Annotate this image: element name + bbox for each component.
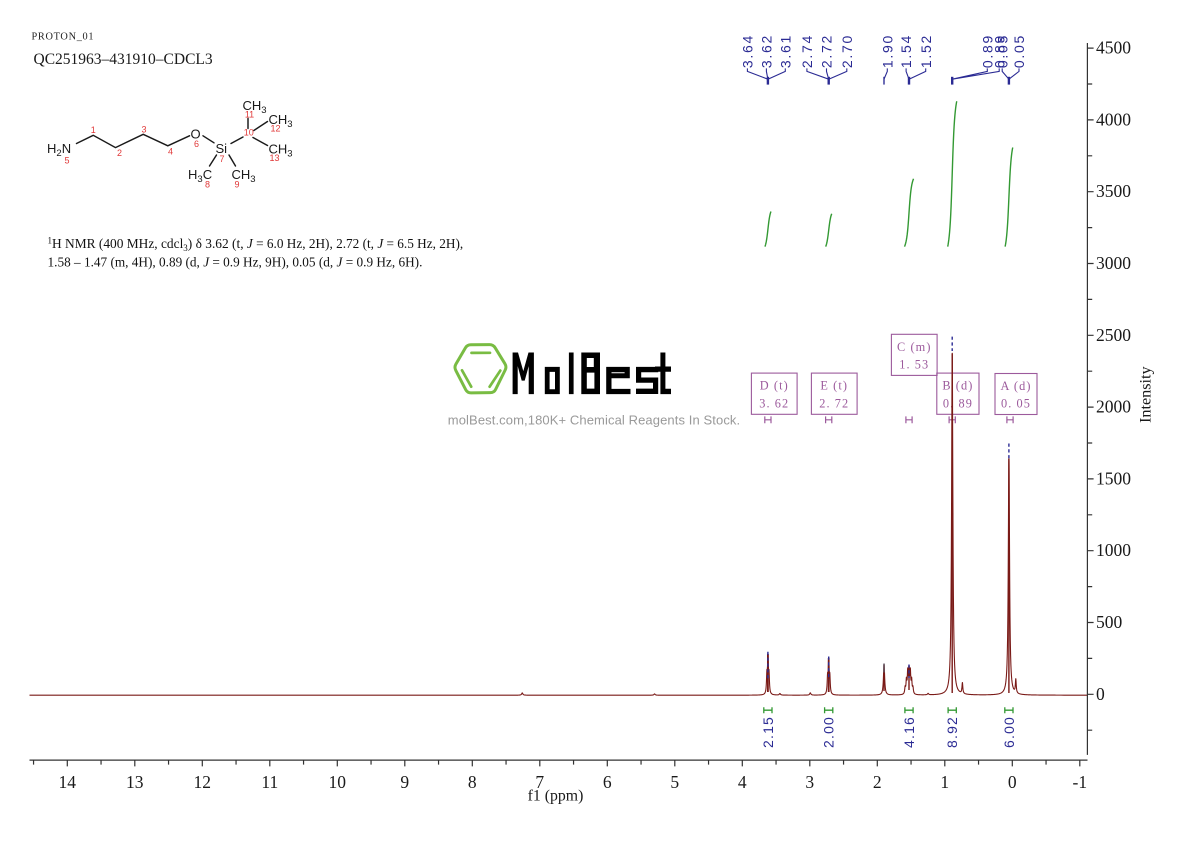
svg-text:molBest.com,180K+ Chemical Rea: molBest.com,180K+ Chemical Reagents In S… <box>448 413 740 428</box>
svg-text:1.52: 1.52 <box>918 34 934 68</box>
svg-text:CH3: CH3 <box>232 167 256 185</box>
svg-text:12: 12 <box>194 772 212 792</box>
svg-text:C (m): C (m) <box>897 340 932 354</box>
svg-text:9: 9 <box>400 772 409 792</box>
svg-text:7: 7 <box>219 154 224 164</box>
svg-text:A (d): A (d) <box>1000 379 1031 393</box>
svg-text:0.89: 0.89 <box>991 34 1007 68</box>
svg-text:2.74: 2.74 <box>799 34 815 68</box>
svg-text:O: O <box>191 127 201 142</box>
svg-text:3.62: 3.62 <box>759 34 775 68</box>
svg-text:CH3: CH3 <box>269 142 293 160</box>
svg-text:1.54: 1.54 <box>898 34 914 68</box>
svg-text:2.15: 2.15 <box>760 716 776 748</box>
svg-text:6: 6 <box>603 772 612 792</box>
svg-text:H3C: H3C <box>188 167 212 185</box>
svg-text:B (d): B (d) <box>942 379 973 393</box>
svg-text:9: 9 <box>234 180 239 190</box>
svg-text:CH3: CH3 <box>269 112 293 130</box>
svg-text:1. 53: 1. 53 <box>899 358 929 372</box>
svg-text:0.89: 0.89 <box>979 34 995 68</box>
svg-text:6.00: 6.00 <box>1001 716 1017 748</box>
svg-text:500: 500 <box>1096 612 1123 632</box>
svg-text:2.72: 2.72 <box>819 34 835 68</box>
svg-text:12: 12 <box>270 124 280 134</box>
svg-text:CH3: CH3 <box>243 98 267 116</box>
svg-text:Si: Si <box>216 141 228 156</box>
svg-text:PROTON_01: PROTON_01 <box>32 31 95 42</box>
svg-text:2.70: 2.70 <box>839 34 855 68</box>
svg-text:D (t): D (t) <box>760 379 789 393</box>
svg-text:3000: 3000 <box>1096 253 1131 273</box>
svg-text:0.05: 0.05 <box>994 34 1010 68</box>
svg-text:4: 4 <box>168 147 173 157</box>
svg-text:4000: 4000 <box>1096 109 1131 129</box>
svg-text:7: 7 <box>535 772 544 792</box>
svg-text:13: 13 <box>269 153 279 163</box>
svg-text:4.16: 4.16 <box>901 716 917 748</box>
svg-text:0: 0 <box>1096 684 1105 704</box>
svg-text:QC251963–431910–CDCL3: QC251963–431910–CDCL3 <box>34 51 213 68</box>
svg-text:14: 14 <box>59 772 77 792</box>
svg-text:10: 10 <box>329 772 347 792</box>
svg-text:1: 1 <box>940 772 949 792</box>
svg-text:0.05: 0.05 <box>1011 34 1027 68</box>
svg-text:3: 3 <box>805 772 814 792</box>
svg-text:E (t): E (t) <box>820 379 848 393</box>
svg-text:1000: 1000 <box>1096 540 1131 560</box>
svg-text:2.00: 2.00 <box>821 716 837 748</box>
svg-text:10: 10 <box>244 128 254 138</box>
svg-text:1.58 – 1.47 (m, 4H), 0.89 (d,: 1.58 – 1.47 (m, 4H), 0.89 (d, J = 0.9 Hz… <box>48 255 423 270</box>
svg-text:0: 0 <box>1008 772 1017 792</box>
svg-text:f1 (ppm): f1 (ppm) <box>528 788 584 805</box>
svg-text:2500: 2500 <box>1096 325 1131 345</box>
svg-text:6: 6 <box>194 139 199 149</box>
svg-text:8: 8 <box>468 772 477 792</box>
svg-text:11: 11 <box>245 110 254 120</box>
svg-text:2: 2 <box>873 772 882 792</box>
svg-text:8.92: 8.92 <box>944 716 960 748</box>
svg-text:1: 1 <box>91 125 96 135</box>
svg-text:0. 05: 0. 05 <box>1001 397 1031 411</box>
svg-text:2. 72: 2. 72 <box>819 396 849 410</box>
svg-text:8: 8 <box>205 180 210 190</box>
svg-text:H2N: H2N <box>47 141 71 159</box>
svg-text:4: 4 <box>738 772 747 792</box>
svg-text:1H NMR (400 MHz, cdcl3) δ 3.62: 1H NMR (400 MHz, cdcl3) δ 3.62 (t, J = 6… <box>48 236 464 254</box>
svg-text:2000: 2000 <box>1096 397 1131 417</box>
svg-text:1500: 1500 <box>1096 468 1131 488</box>
svg-text:5: 5 <box>64 156 69 166</box>
svg-text:3500: 3500 <box>1096 181 1131 201</box>
svg-text:-1: -1 <box>1073 772 1088 792</box>
svg-text:1.90: 1.90 <box>879 34 895 68</box>
svg-text:Intensity: Intensity <box>1137 365 1155 423</box>
svg-text:3.61: 3.61 <box>777 34 793 68</box>
svg-text:2: 2 <box>117 148 122 158</box>
svg-text:11: 11 <box>261 772 278 792</box>
svg-text:13: 13 <box>126 772 144 792</box>
svg-text:0. 89: 0. 89 <box>943 396 973 410</box>
svg-text:5: 5 <box>670 772 679 792</box>
svg-text:3. 62: 3. 62 <box>759 396 789 410</box>
svg-text:4500: 4500 <box>1096 38 1131 58</box>
svg-text:3: 3 <box>141 125 146 135</box>
svg-text:3.64: 3.64 <box>740 34 756 68</box>
